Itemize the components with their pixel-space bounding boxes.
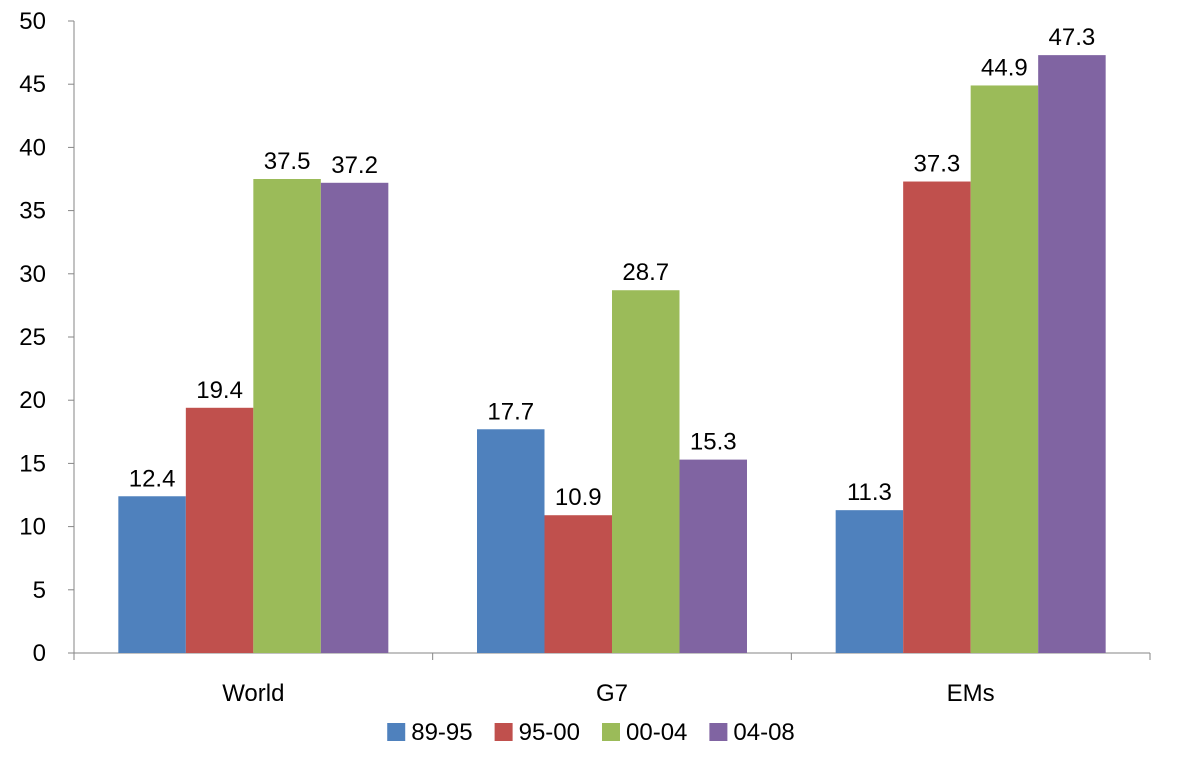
y-tick-label: 45 xyxy=(19,71,46,98)
legend-swatch xyxy=(602,723,620,741)
y-tick-label: 5 xyxy=(33,577,46,604)
data-label-g7-89-95: 17.7 xyxy=(487,398,534,425)
bar-series-group xyxy=(118,55,1106,654)
bar-g7-00-04 xyxy=(612,290,680,653)
data-label-world-00-04: 37.5 xyxy=(264,148,311,175)
bar-g7-04-08 xyxy=(679,459,747,653)
legend-label: 95-00 xyxy=(519,719,580,746)
legend-item-04-08: 04-08 xyxy=(709,719,795,746)
bar-ems-95-00 xyxy=(903,181,971,653)
data-label-ems-00-04: 44.9 xyxy=(981,54,1028,81)
bar-ems-00-04 xyxy=(970,85,1039,654)
bar-world-95-00 xyxy=(185,407,254,653)
bar-g7-89-95 xyxy=(477,429,545,653)
x-axis: World G7 EMs xyxy=(73,652,1151,707)
legend-swatch xyxy=(494,723,513,741)
data-label-ems-95-00: 37.3 xyxy=(914,151,961,178)
bar-world-04-08 xyxy=(320,182,389,654)
x-tick-label: G7 xyxy=(596,680,628,707)
y-tick-label: 40 xyxy=(19,134,46,161)
data-label-ems-89-95: 11.3 xyxy=(847,479,892,506)
legend-swatch xyxy=(709,723,728,741)
bar-world-89-95 xyxy=(118,496,186,653)
y-tick-label: 10 xyxy=(19,514,46,541)
y-tick-label: 25 xyxy=(19,324,46,351)
bar-ems-89-95 xyxy=(835,510,904,653)
y-tick-label: 30 xyxy=(19,261,46,288)
y-axis: 0 5 10 15 20 25 30 35 40 45 50 xyxy=(19,8,75,667)
legend-label: 00-04 xyxy=(626,719,687,746)
legend-label: 89-95 xyxy=(411,719,472,746)
legend-item-89-95: 89-95 xyxy=(387,719,473,746)
data-label-ems-04-08: 47.3 xyxy=(1049,24,1096,51)
data-label-world-89-95: 12.4 xyxy=(129,465,176,492)
legend-swatch xyxy=(387,723,406,741)
legend-item-00-04: 00-04 xyxy=(602,719,687,746)
legend-label: 04-08 xyxy=(733,719,794,746)
data-label-g7-00-04: 28.7 xyxy=(622,259,669,286)
y-tick-label: 50 xyxy=(19,8,46,35)
y-tick-label: 15 xyxy=(19,450,46,477)
y-tick-label: 35 xyxy=(19,198,46,225)
data-labels-group: 12.4 19.4 37.5 37.2 17.7 10.9 28.7 15.3 11.3 37.3… xyxy=(129,24,1096,511)
data-label-g7-95-00: 10.9 xyxy=(555,484,602,511)
legend-item-95-00: 95-00 xyxy=(494,719,580,746)
x-tick-label: World xyxy=(222,680,284,707)
y-tick-label: 20 xyxy=(19,387,46,414)
bar-g7-95-00 xyxy=(544,515,612,653)
x-tick-label: EMs xyxy=(947,680,995,707)
data-label-g7-04-08: 15.3 xyxy=(690,429,737,456)
legend: 89-95 95-00 00-04 04-08 xyxy=(387,719,795,746)
y-tick-label: 0 xyxy=(33,640,46,667)
data-label-world-04-08: 37.2 xyxy=(331,152,378,179)
data-label-world-95-00: 19.4 xyxy=(196,377,243,404)
bar-world-00-04 xyxy=(253,179,321,653)
bar-ems-04-08 xyxy=(1038,55,1106,654)
